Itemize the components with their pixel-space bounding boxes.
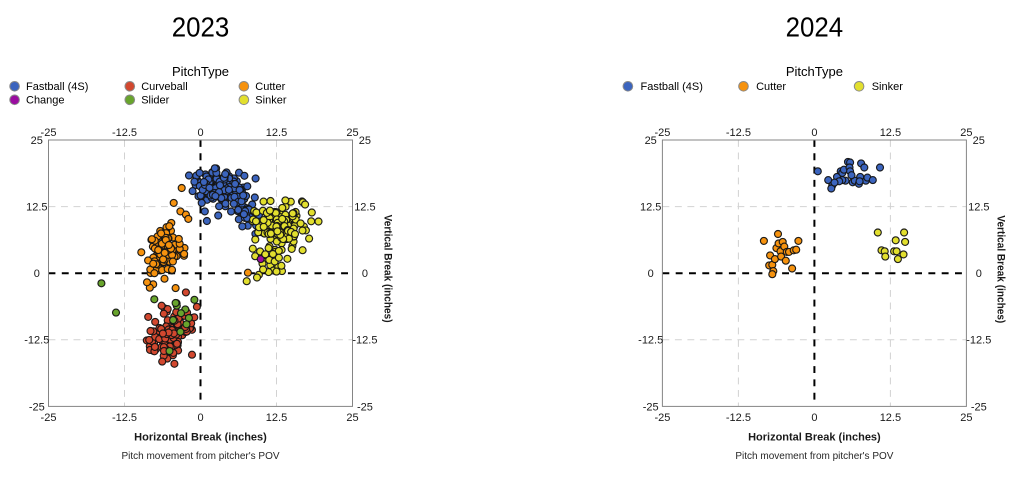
svg-text:12.5: 12.5 — [640, 202, 661, 214]
svg-text:-25: -25 — [41, 412, 57, 424]
svg-text:25: 25 — [973, 135, 985, 147]
svg-text:2024: 2024 — [786, 11, 844, 42]
svg-text:Pitch movement from pitcher's: Pitch movement from pitcher's POV — [121, 451, 279, 462]
svg-text:-12.5: -12.5 — [638, 335, 663, 347]
svg-text:-12.5: -12.5 — [352, 335, 377, 347]
svg-text:0: 0 — [197, 412, 203, 424]
svg-text:2023: 2023 — [172, 11, 230, 42]
svg-text:-12.5: -12.5 — [726, 127, 751, 139]
svg-text:12.5: 12.5 — [26, 202, 47, 214]
svg-text:-25: -25 — [654, 412, 670, 424]
svg-text:12.5: 12.5 — [880, 127, 901, 139]
svg-text:12.5: 12.5 — [266, 127, 287, 139]
svg-text:12.5: 12.5 — [266, 412, 287, 424]
svg-text:-25: -25 — [971, 401, 987, 413]
svg-text:25: 25 — [346, 412, 358, 424]
svg-text:0: 0 — [811, 127, 817, 139]
svg-text:Horizontal Break (inches): Horizontal Break (inches) — [134, 431, 267, 443]
svg-text:Pitch movement from pitcher's: Pitch movement from pitcher's POV — [735, 451, 893, 462]
svg-text:25: 25 — [960, 412, 972, 424]
svg-text:Vertical Break (inches): Vertical Break (inches) — [994, 215, 1006, 323]
svg-text:12.5: 12.5 — [354, 202, 375, 214]
svg-text:0: 0 — [648, 268, 654, 280]
svg-text:-25: -25 — [357, 401, 373, 413]
svg-text:0: 0 — [34, 268, 40, 280]
svg-text:Fastball (4S): Fastball (4S) — [641, 81, 703, 93]
svg-text:Sinker: Sinker — [255, 95, 287, 107]
svg-text:Change: Change — [26, 95, 65, 107]
svg-text:25: 25 — [346, 127, 358, 139]
svg-text:Cutter: Cutter — [255, 81, 285, 93]
svg-text:-12.5: -12.5 — [112, 127, 137, 139]
svg-text:12.5: 12.5 — [880, 412, 901, 424]
svg-text:12.5: 12.5 — [968, 202, 989, 214]
svg-text:-25: -25 — [29, 401, 45, 413]
svg-text:-12.5: -12.5 — [112, 412, 137, 424]
svg-text:Sinker: Sinker — [872, 81, 904, 93]
svg-text:0: 0 — [197, 127, 203, 139]
svg-text:Slider: Slider — [141, 95, 169, 107]
svg-text:25: 25 — [31, 135, 43, 147]
svg-text:-25: -25 — [41, 127, 57, 139]
svg-text:25: 25 — [645, 135, 657, 147]
svg-text:0: 0 — [362, 268, 368, 280]
svg-text:Cutter: Cutter — [756, 81, 786, 93]
svg-text:-25: -25 — [643, 401, 659, 413]
svg-text:0: 0 — [976, 268, 982, 280]
svg-text:-12.5: -12.5 — [24, 335, 49, 347]
svg-text:-12.5: -12.5 — [966, 335, 991, 347]
svg-text:PitchType: PitchType — [786, 64, 843, 79]
svg-text:25: 25 — [359, 135, 371, 147]
svg-text:Curveball: Curveball — [141, 81, 187, 93]
svg-text:Horizontal Break (inches): Horizontal Break (inches) — [748, 431, 881, 443]
svg-text:25: 25 — [960, 127, 972, 139]
svg-text:0: 0 — [811, 412, 817, 424]
svg-text:Vertical Break (inches): Vertical Break (inches) — [382, 215, 394, 323]
svg-text:-25: -25 — [654, 127, 670, 139]
svg-text:-12.5: -12.5 — [726, 412, 751, 424]
svg-text:PitchType: PitchType — [172, 64, 229, 79]
svg-text:Fastball (4S): Fastball (4S) — [26, 81, 88, 93]
